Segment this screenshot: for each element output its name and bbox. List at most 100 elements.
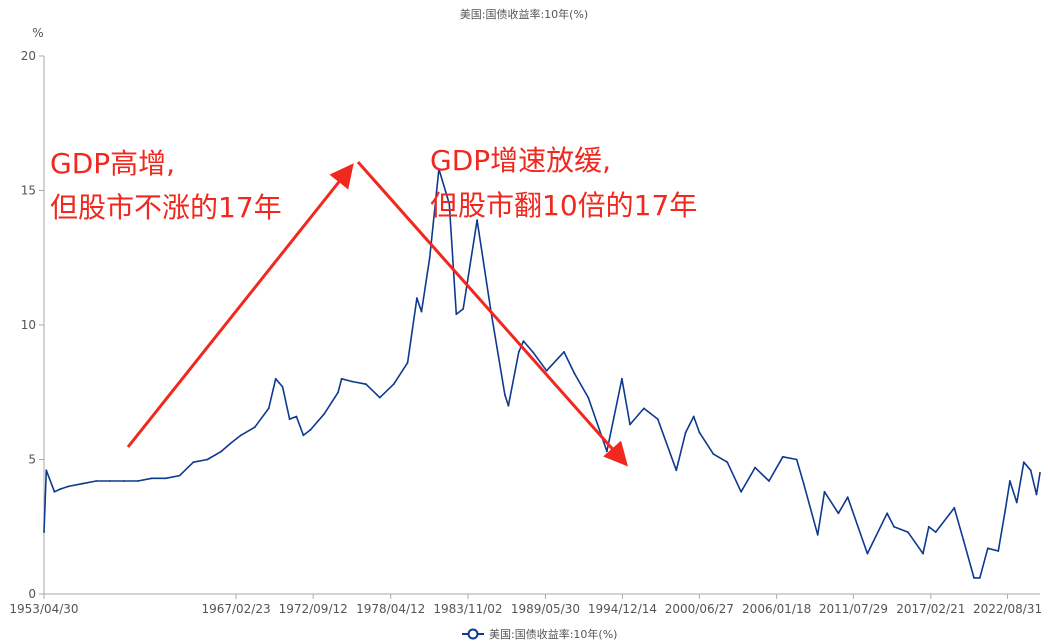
y-axis-ticks: 0 5 10 15 20	[21, 49, 44, 601]
series-point	[587, 396, 590, 399]
series-line-us-10y-yield	[43, 168, 1041, 579]
series-point	[59, 488, 62, 490]
series-point	[517, 351, 520, 353]
series-point	[274, 377, 277, 380]
x-tick-label: 2022/08/31	[973, 602, 1042, 616]
series-point	[309, 429, 312, 431]
series-point	[726, 461, 729, 464]
series-point	[288, 418, 291, 420]
series-point	[365, 383, 367, 386]
series-point	[978, 577, 981, 579]
series-point	[1022, 461, 1025, 464]
series-point	[45, 469, 48, 472]
series-point	[698, 431, 701, 434]
series-point	[378, 396, 381, 399]
x-tick-label: 1994/12/14	[588, 602, 657, 616]
series-point	[109, 480, 111, 482]
legend-label: 美国:国债收益率:10年(%)	[489, 627, 617, 641]
series-point	[438, 168, 440, 170]
series-point	[656, 418, 659, 420]
series-point	[962, 539, 965, 542]
series-point	[922, 552, 924, 555]
series-points	[43, 168, 1041, 579]
series-point	[337, 391, 339, 394]
series-point	[507, 404, 510, 407]
annotation-rise-line1: GDP高增,	[50, 147, 175, 180]
chart-title: 美国:国债收益率:10年(%)	[460, 7, 588, 21]
series-point	[563, 351, 565, 353]
series-point	[973, 577, 975, 579]
series-point	[229, 442, 232, 445]
series-point	[392, 383, 395, 386]
series-point	[837, 512, 840, 515]
series-point	[781, 455, 784, 458]
y-tick-label: 20	[21, 49, 36, 63]
series-point	[123, 480, 125, 482]
x-tick-label: 1978/04/12	[356, 602, 425, 616]
annotation-rise-line2: 但股市不涨的17年	[50, 191, 282, 224]
annotation-arrow-fall	[356, 161, 628, 467]
series-point	[53, 490, 56, 493]
x-tick-label: 1967/02/23	[201, 602, 270, 616]
series-point	[934, 531, 937, 533]
series-point	[420, 310, 423, 313]
series-point	[768, 480, 770, 482]
y-tick-label: 10	[21, 318, 36, 332]
x-tick-label: 2011/07/29	[819, 602, 888, 616]
x-tick-label: 1972/09/12	[279, 602, 348, 616]
series-point	[606, 450, 608, 453]
series-point	[545, 369, 548, 372]
x-tick-label: 2000/06/27	[665, 602, 734, 616]
series-point	[192, 461, 195, 464]
annotation-arrow-rise	[126, 163, 354, 448]
series-point	[692, 415, 695, 418]
series-point	[795, 458, 798, 461]
legend-marker-icon	[467, 628, 479, 640]
series-point	[67, 485, 70, 488]
series-point	[907, 531, 909, 533]
series-point	[1009, 480, 1011, 482]
series-point	[137, 480, 139, 482]
series-point	[1039, 472, 1041, 474]
series-point	[1015, 501, 1018, 504]
series-point	[43, 531, 45, 533]
x-axis-ticks: 1953/04/30 1967/02/23 1972/09/12 1978/04/12…	[9, 594, 1042, 616]
series-point	[462, 308, 465, 310]
series-point	[573, 372, 576, 375]
series-point	[629, 423, 631, 426]
series-point	[846, 496, 849, 499]
series-point	[754, 466, 756, 469]
y-tick-label: 5	[28, 453, 36, 467]
series-point	[531, 351, 534, 353]
x-tick-label: 1989/05/30	[511, 602, 580, 616]
y-tick-label: 0	[28, 587, 36, 601]
series-point	[340, 377, 343, 380]
x-tick-label: 1953/04/30	[9, 602, 78, 616]
x-tick-label: 2006/01/18	[742, 602, 811, 616]
series-point	[295, 415, 298, 418]
series-point	[476, 219, 478, 222]
series-point	[178, 474, 181, 477]
series-point	[953, 507, 956, 509]
series-point	[406, 361, 409, 364]
series-point	[1035, 493, 1038, 496]
series-point	[893, 525, 895, 528]
series-point	[267, 407, 270, 410]
series-point	[281, 386, 284, 388]
series-point	[675, 469, 678, 472]
x-tick-label: 1983/11/02	[433, 602, 502, 616]
series-point	[150, 477, 153, 480]
series-point	[504, 394, 506, 396]
series-point	[816, 533, 819, 536]
legend[interactable]: 美国:国债收益率:10年(%)	[462, 627, 617, 641]
series-point	[684, 431, 687, 434]
series-point	[986, 547, 989, 550]
series-point	[927, 525, 930, 528]
series-point	[220, 450, 223, 453]
series-point	[997, 550, 1000, 552]
series-point	[522, 340, 525, 342]
y-axis-unit: %	[32, 26, 43, 40]
series-point	[1004, 509, 1007, 512]
series-point	[206, 458, 209, 461]
series-point	[302, 434, 305, 437]
